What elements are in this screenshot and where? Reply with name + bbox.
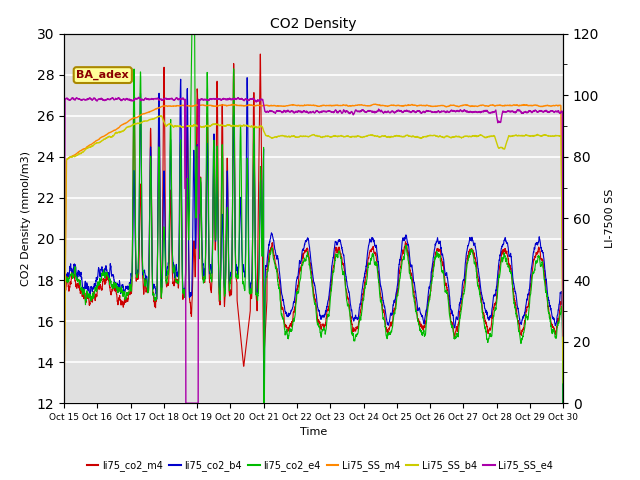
X-axis label: Time: Time [300, 428, 327, 437]
Text: BA_adex: BA_adex [77, 70, 129, 80]
Legend: li75_co2_m4, li75_co2_b4, li75_co2_e4, Li75_SS_m4, Li75_SS_b4, Li75_SS_e4: li75_co2_m4, li75_co2_b4, li75_co2_e4, L… [83, 456, 557, 475]
Title: CO2 Density: CO2 Density [270, 17, 357, 31]
Y-axis label: LI-7500 SS: LI-7500 SS [605, 189, 615, 248]
Y-axis label: CO2 Density (mmol/m3): CO2 Density (mmol/m3) [21, 151, 31, 286]
